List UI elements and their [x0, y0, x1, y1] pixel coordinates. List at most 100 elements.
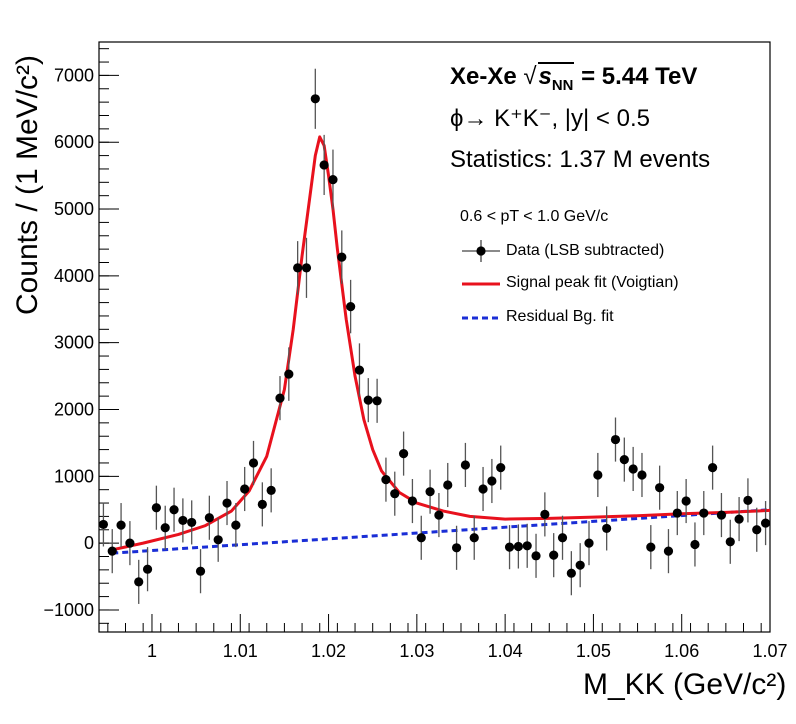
y-tick-label: 4000 — [54, 266, 94, 286]
data-point — [646, 542, 656, 552]
data-point — [451, 543, 462, 553]
data-point — [125, 538, 135, 548]
data-point — [416, 533, 426, 543]
data-point — [107, 546, 117, 556]
x-tick-label: 1.07 — [752, 641, 787, 661]
legend — [462, 240, 500, 320]
data-point — [178, 515, 188, 526]
data-point — [619, 455, 629, 465]
data-point — [478, 484, 488, 494]
data-point — [743, 495, 753, 505]
signal-fit — [111, 135, 771, 552]
data-point — [531, 551, 541, 561]
data-point — [275, 393, 285, 403]
y-tick-label: 3000 — [54, 333, 94, 353]
data-point — [407, 496, 418, 506]
data-point — [372, 396, 382, 406]
legend-label-signal: Signal peak fit (Voigtian) — [506, 274, 679, 291]
data-point — [734, 514, 744, 524]
x-tick-label: 1.06 — [664, 641, 699, 661]
data-points — [98, 68, 771, 604]
data-point — [160, 523, 170, 533]
s-symbol: s — [538, 63, 552, 90]
data-point — [116, 520, 126, 530]
data-point — [169, 505, 179, 515]
data-point — [610, 434, 621, 445]
data-point — [151, 503, 161, 513]
x-tick-label: 1.03 — [399, 641, 434, 661]
data-point — [231, 520, 241, 530]
data-point — [310, 94, 320, 104]
data-point — [725, 537, 735, 547]
data-point — [469, 533, 479, 543]
y-tick-label: 2000 — [54, 399, 94, 419]
energy-value: = 5.44 TeV — [581, 63, 698, 90]
data-point — [655, 483, 665, 493]
data-point — [142, 564, 153, 574]
data-point — [602, 523, 612, 534]
data-point — [363, 395, 373, 405]
system-name: Xe-Xe — [450, 63, 517, 90]
data-point — [346, 301, 356, 312]
data-point — [575, 560, 585, 570]
data-point — [319, 160, 329, 170]
data-point — [284, 369, 294, 379]
y-tick-label: −1000 — [43, 600, 94, 620]
data-point — [434, 510, 444, 520]
pt-range-label: 0.6 < pT < 1.0 GeV/c — [460, 208, 609, 225]
data-point — [187, 517, 197, 528]
data-point — [195, 566, 206, 576]
legend-label-background: Residual Bg. fit — [506, 308, 614, 325]
collision-system-label: Xe-Xe √sNN = 5.44 TeV — [450, 62, 697, 94]
data-point — [681, 496, 691, 506]
data-point — [584, 538, 594, 548]
data-point — [752, 525, 762, 535]
data-point — [513, 541, 523, 552]
y-axis: −1000 0 1000 2000 3000 4000 5000 6000 7000 — [43, 48, 119, 624]
data-point — [301, 263, 312, 273]
x-tick-label: 1.04 — [488, 641, 523, 661]
data-point — [716, 510, 727, 520]
data-point — [690, 539, 700, 550]
y-axis-label: Counts / (1 MeV/c²) — [11, 54, 44, 316]
signal-fit-line — [111, 135, 771, 552]
data-point — [628, 464, 638, 474]
y-tick-label: 6000 — [54, 132, 94, 152]
data-point — [487, 476, 497, 486]
y-tick-label: 0 — [84, 533, 94, 553]
data-point — [540, 509, 550, 520]
data-point — [204, 513, 214, 523]
x-axis: 1 1.01 1.02 1.03 1.04 1.05 1.06 1.07 — [107, 614, 788, 661]
data-point — [293, 263, 303, 273]
data-point — [240, 484, 250, 494]
data-point — [496, 463, 506, 473]
data-point — [504, 542, 515, 552]
data-point — [443, 480, 453, 490]
x-tick-label: 1.01 — [223, 641, 258, 661]
data-point — [760, 518, 771, 528]
data-point — [354, 365, 365, 375]
data-point — [213, 535, 223, 545]
s-subscript: NN — [551, 77, 574, 94]
data-point — [222, 498, 232, 508]
data-point — [257, 499, 267, 509]
y-tick-label: 5000 — [54, 199, 94, 219]
data-point — [557, 533, 568, 543]
data-point — [672, 508, 682, 518]
x-tick-label: 1.02 — [311, 641, 346, 661]
data-point — [337, 252, 347, 262]
data-point — [566, 568, 576, 578]
data-point — [549, 550, 559, 560]
data-point — [593, 470, 603, 480]
data-point — [425, 487, 435, 497]
statistics-label: Statistics: 1.37 M events — [450, 146, 711, 173]
data-point — [460, 460, 471, 470]
data-point — [328, 175, 338, 185]
x-tick-label: 1 — [147, 641, 157, 661]
data-point — [398, 448, 409, 459]
y-tick-label: 7000 — [54, 65, 94, 85]
data-point — [248, 458, 259, 468]
data-point — [381, 475, 391, 485]
y-tick-label: 1000 — [54, 466, 94, 486]
